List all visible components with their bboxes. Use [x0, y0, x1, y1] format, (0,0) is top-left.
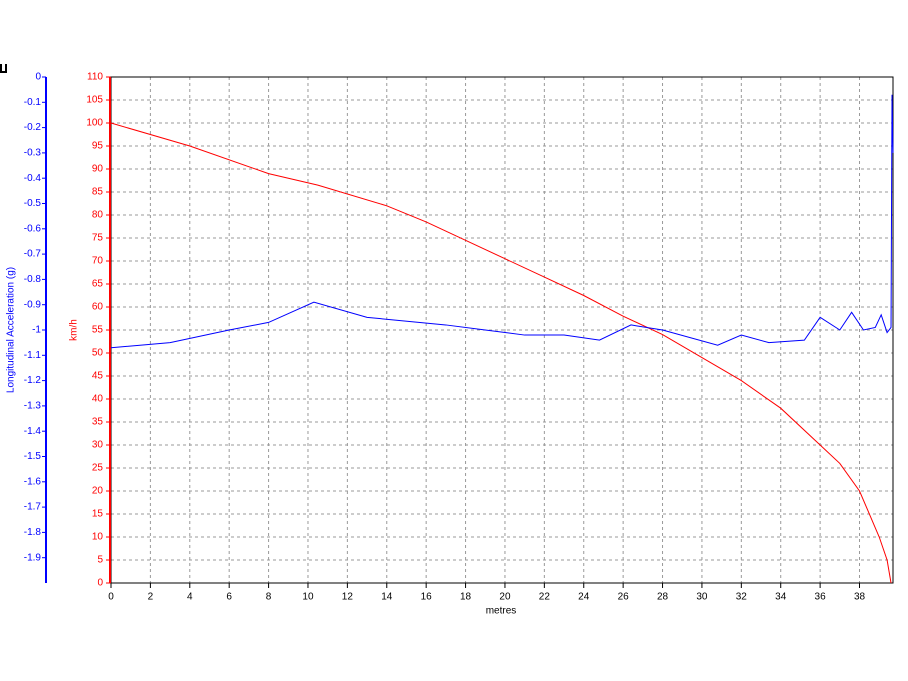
y2-tick-label: -0.5 — [24, 198, 42, 209]
y-tick-label: 110 — [87, 72, 103, 83]
y2-tick-label: -0.8 — [24, 274, 42, 285]
x-tick-label: 6 — [226, 592, 232, 603]
y-tick-label: 95 — [92, 141, 104, 152]
y-tick-label: 50 — [92, 348, 104, 359]
x-tick-label: 30 — [696, 592, 708, 603]
y-tick-label: 45 — [92, 371, 104, 382]
y2-tick-label: -1.9 — [24, 552, 42, 563]
y-tick-label: 55 — [92, 325, 104, 336]
x-tick-label: 12 — [342, 592, 354, 603]
x-tick-label: 34 — [775, 592, 787, 603]
y-tick-label: 75 — [92, 233, 104, 244]
y-tick-label: 100 — [86, 118, 103, 129]
y-tick-label: 35 — [92, 417, 104, 428]
x-tick-label: 28 — [657, 592, 669, 603]
y-tick-label: 25 — [92, 463, 104, 474]
y-tick-label: 90 — [92, 164, 104, 175]
x-tick-label: 38 — [854, 592, 866, 603]
y2-tick-label: -0.9 — [24, 299, 42, 310]
y2-tick-label: -0.1 — [24, 97, 42, 108]
x-axis-label: metres — [486, 606, 517, 617]
y2-tick-label: -1.3 — [24, 401, 42, 412]
series-line — [110, 94, 894, 349]
y-tick-label: 10 — [92, 532, 104, 543]
x-tick-label: 10 — [302, 592, 314, 603]
x-tick-label: 20 — [499, 592, 511, 603]
y-tick-label: 0 — [97, 578, 103, 589]
x-tick-label: 24 — [578, 592, 590, 603]
x-tick-label: 0 — [108, 592, 114, 603]
x-tick-label: 4 — [187, 592, 193, 603]
y2-tick-label: -1.1 — [24, 350, 42, 361]
y2-tick-label: -0.4 — [24, 173, 42, 184]
y-axis-label: km/h — [69, 319, 80, 341]
y2-tick-label: -1.4 — [24, 426, 42, 437]
y2-tick-label: -0.2 — [24, 122, 42, 133]
y2-tick-label: -1.8 — [24, 527, 42, 538]
y-tick-label: 60 — [92, 302, 104, 313]
x-tick-label: 36 — [815, 592, 827, 603]
x-tick-label: 16 — [421, 592, 433, 603]
x-tick-label: 18 — [460, 592, 472, 603]
y2-tick-label: -0.7 — [24, 249, 42, 260]
y2-tick-label: 0 — [35, 72, 41, 83]
x-tick-label: 22 — [539, 592, 551, 603]
y2-axis-label: Longitudinal Acceleration (g) — [6, 267, 17, 393]
y-tick-label: 70 — [92, 256, 104, 267]
y2-tick-label: -1.2 — [24, 375, 42, 386]
y-tick-label: 20 — [92, 486, 104, 497]
corner-mark — [0, 64, 7, 73]
y2-tick-label: -0.3 — [24, 148, 42, 159]
y-tick-label: 80 — [92, 210, 104, 221]
y2-tick-label: -0.6 — [24, 223, 42, 234]
y-tick-label: 15 — [92, 509, 104, 520]
y2-tick-label: -1.5 — [24, 451, 42, 462]
x-tick-label: 8 — [266, 592, 272, 603]
y-tick-label: 30 — [92, 440, 104, 451]
y2-tick-label: -1.6 — [24, 476, 42, 487]
x-tick-label: 2 — [148, 592, 154, 603]
x-tick-label: 32 — [736, 592, 748, 603]
x-tick-label: 14 — [381, 592, 393, 603]
y-tick-label: 40 — [92, 394, 104, 405]
y-tick-label: 105 — [86, 95, 103, 106]
y2-tick-label: -1.7 — [24, 502, 42, 513]
x-tick-label: 26 — [618, 592, 630, 603]
y-tick-label: 65 — [92, 279, 104, 290]
y-tick-label: 5 — [97, 555, 103, 566]
y-tick-label: 85 — [92, 187, 104, 198]
series-line — [110, 122, 892, 584]
y2-tick-label: -1 — [32, 325, 41, 336]
